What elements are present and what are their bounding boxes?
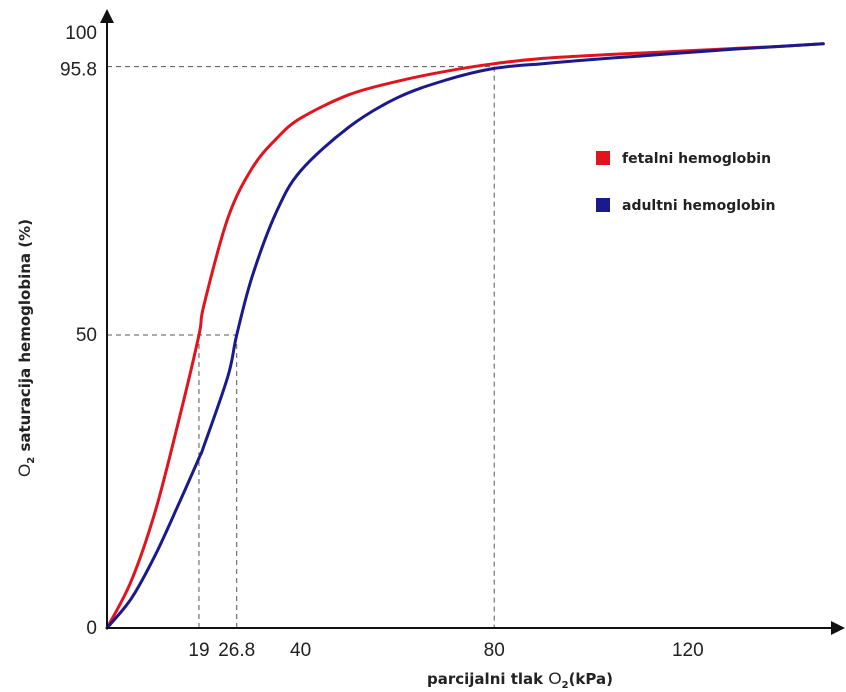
y-tick-label-50: 50 (76, 325, 97, 346)
legend-label-fetal: fetalni hemoglobin (622, 151, 771, 167)
x-tick-label-26-8: 26.8 (218, 640, 255, 661)
x-tick-label-40: 40 (290, 640, 311, 661)
y-tick-label-0: 0 (86, 618, 97, 639)
legend-swatch-fetal (596, 151, 610, 165)
x-axis-title-subscript: 2 (562, 680, 569, 691)
x-axis-title-main: O (548, 669, 561, 688)
x-axis-title-prefix: parcijalni tlak (427, 670, 548, 688)
x-axis-title-suffix: (kPa) (569, 670, 613, 688)
y-axis-title: O2 saturacija hemoglobina (%) (15, 219, 37, 477)
x-tick-labels: 19 26.8 40 80 120 (188, 640, 703, 661)
series-layer (105, 42, 825, 630)
legend: fetalni hemoglobin adultni hemoglobin (596, 151, 775, 214)
y-tick-label-95-8: 95.8 (60, 60, 97, 81)
fetal-hemoglobin-curve (105, 42, 825, 630)
reference-lines (107, 66, 495, 628)
x-tick-label-19: 19 (188, 640, 209, 661)
x-tick-label-120: 120 (672, 640, 704, 661)
y-tick-label-100: 100 (65, 23, 97, 44)
y-axis-title-suffix: saturacija hemoglobina (%) (16, 219, 34, 457)
x-tick-label-80: 80 (484, 640, 505, 661)
adult-hemoglobin-curve (105, 42, 825, 630)
y-axis-title-main: O (15, 464, 34, 477)
legend-label-adult: adultni hemoglobin (622, 198, 775, 214)
y-tick-labels: 0 50 95.8 100 (60, 23, 97, 639)
x-axis-title: parcijalni tlak O2(kPa) (427, 669, 613, 691)
y-axis-title-subscript: 2 (26, 457, 37, 464)
legend-swatch-adult (596, 198, 610, 212)
